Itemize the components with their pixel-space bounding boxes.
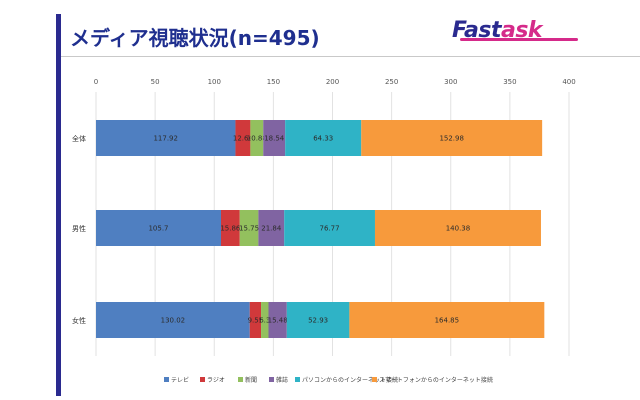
x-tick-label: 50 bbox=[151, 78, 160, 86]
data-label: 52.93 bbox=[308, 317, 328, 325]
data-label: 12.64 bbox=[233, 135, 254, 143]
bar-segment bbox=[268, 302, 287, 338]
category-label: 男性 bbox=[72, 224, 86, 233]
legend-swatch bbox=[295, 377, 300, 382]
bar-segment bbox=[239, 210, 259, 246]
bar-segment bbox=[349, 302, 545, 338]
data-label: 105.7 bbox=[148, 225, 168, 233]
bar-segment bbox=[96, 120, 236, 156]
x-tick-label: 300 bbox=[444, 78, 457, 86]
accent-bar bbox=[56, 14, 61, 396]
bar-segment bbox=[249, 302, 262, 338]
legend-label: 雑誌 bbox=[276, 376, 288, 384]
fastask-logo: Fastask bbox=[452, 18, 582, 48]
legend-label: テレビ bbox=[171, 376, 189, 384]
data-label: 130.02 bbox=[161, 317, 186, 325]
x-tick-label: 100 bbox=[208, 78, 221, 86]
data-label: 6.3 bbox=[259, 317, 270, 325]
category-label: 全体 bbox=[72, 134, 86, 143]
legend-label: スマートフォンからのインターネット接続 bbox=[379, 376, 493, 384]
x-tick-label: 150 bbox=[267, 78, 280, 86]
bar-segment bbox=[250, 120, 264, 156]
data-label: 76.77 bbox=[320, 225, 340, 233]
data-label: 15.75 bbox=[239, 225, 259, 233]
bar-segment bbox=[258, 210, 285, 246]
data-label: 21.84 bbox=[261, 225, 282, 233]
bar-segment bbox=[361, 120, 543, 156]
legend-swatch bbox=[238, 377, 243, 382]
bar-segment bbox=[235, 120, 251, 156]
data-label: 152.98 bbox=[439, 135, 464, 143]
bar-segment bbox=[284, 210, 375, 246]
legend-swatch bbox=[200, 377, 205, 382]
bar-segment bbox=[285, 120, 362, 156]
page-title: メディア視聴状況(n=495) bbox=[70, 26, 320, 50]
data-label: 15.48 bbox=[268, 317, 288, 325]
data-label: 117.92 bbox=[153, 135, 178, 143]
bar-segment bbox=[96, 210, 221, 246]
data-label: 9.55 bbox=[248, 317, 264, 325]
data-label: 10.88 bbox=[247, 135, 267, 143]
bar-segment bbox=[96, 302, 250, 338]
data-label: 64.33 bbox=[313, 135, 333, 143]
bar-segment bbox=[286, 302, 350, 338]
bar-segment bbox=[374, 210, 541, 246]
data-label: 140.38 bbox=[446, 225, 471, 233]
x-tick-label: 400 bbox=[562, 78, 575, 86]
header-divider bbox=[61, 56, 640, 57]
data-label: 18.54 bbox=[264, 135, 285, 143]
bar-segment bbox=[261, 302, 269, 338]
legend-label: パソコンからのインターネット接続 bbox=[302, 376, 398, 384]
legend-label: ラジオ bbox=[207, 377, 225, 384]
x-tick-label: 350 bbox=[503, 78, 516, 86]
legend-swatch bbox=[164, 377, 169, 382]
legend-swatch bbox=[269, 377, 274, 382]
x-tick-label: 0 bbox=[94, 78, 98, 86]
category-label: 女性 bbox=[72, 316, 86, 325]
bar-segment bbox=[220, 210, 240, 246]
data-label: 164.85 bbox=[435, 317, 460, 325]
bar-segment bbox=[263, 120, 286, 156]
legend-label: 新聞 bbox=[245, 376, 257, 384]
data-label: 15.86 bbox=[220, 225, 241, 233]
logo-swoosh bbox=[460, 38, 578, 41]
x-tick-label: 200 bbox=[326, 78, 339, 86]
x-tick-label: 250 bbox=[385, 78, 398, 86]
legend-swatch bbox=[372, 377, 377, 382]
